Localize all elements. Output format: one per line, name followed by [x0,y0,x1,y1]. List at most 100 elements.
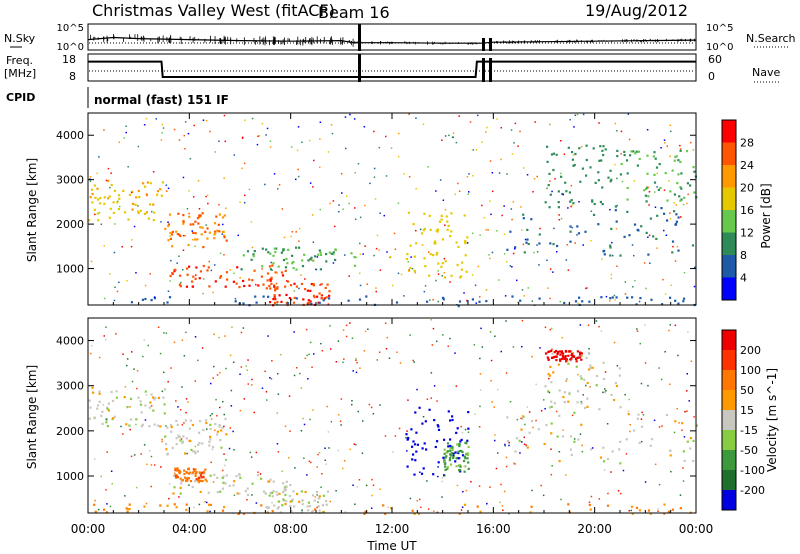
power-noise [176,262,178,264]
velocity-noise [163,332,165,334]
velocity-cell [189,471,192,474]
velocity-cell [177,469,180,472]
power-cell [281,274,285,277]
power-cell [643,189,646,192]
velocity-noise [337,340,340,342]
velocity-cell [178,472,181,475]
velocity-noise [211,413,213,415]
power-cell [527,242,530,246]
power-noise [512,252,515,255]
power-noise [553,227,555,230]
velocity-cell [405,433,408,436]
velocity-noise [299,372,301,375]
velocity-cell [276,493,279,496]
velocity-cell [443,462,447,466]
velocity-noise [145,394,148,396]
power-noise [269,146,272,148]
beam-title: Beam 16 [318,3,390,22]
velocity-noise [340,398,343,400]
velocity-cell [589,364,592,367]
velocity-cell [139,403,143,406]
power-cell [466,236,469,239]
velocity-cell [289,500,292,503]
power-cell [250,258,253,261]
velocity-noise [318,452,321,454]
velocity-cell [406,438,409,441]
velocity-noise [351,337,354,339]
velocity-cell [555,355,558,358]
power-cell [168,296,172,299]
velocity-cell [199,420,202,423]
velocity-cell [437,428,441,431]
velocity-noise [426,398,429,400]
power-noise [531,300,534,302]
power-cell [270,276,273,279]
velocity-ytick-label: 2000 [56,425,84,438]
velocity-noise [688,400,690,402]
power-cell [318,301,321,304]
power-noise [397,202,400,204]
power-cell [287,280,290,283]
power-noise [118,281,120,284]
velocity-cell [236,492,239,495]
power-cell [147,217,150,220]
velocity-cell [446,467,449,470]
freq-panel: Freq. [MHz] 18 8 60 0 Nave [4,53,780,83]
velocity-noise [543,399,545,401]
velocity-cell [179,470,182,473]
power-colorbar-tick: 8 [740,249,747,262]
power-cell [588,300,591,303]
velocity-noise [462,490,464,493]
power-cell [273,301,277,304]
power-cell [626,210,629,213]
power-cell [674,222,678,226]
power-cell [272,298,275,301]
velocity-noise [268,480,271,483]
velocity-noise [261,387,264,389]
velocity-noise [320,342,322,345]
velocity-noise [269,377,271,379]
velocity-cell [93,417,96,420]
velocity-noise [281,470,283,473]
power-noise [166,190,168,192]
power-cell [653,151,656,154]
power-cell [293,282,296,285]
velocity-noise [229,427,231,429]
velocity-noise [585,384,587,387]
power-cell [206,227,209,230]
velocity-cell [457,450,460,453]
power-cell [592,147,595,150]
power-cell [312,282,315,286]
power-cell [635,303,638,306]
velocity-cell [311,494,315,497]
power-noise [549,123,551,126]
power-noise [590,210,593,212]
velocity-colorbar-label: Velocity [m s^-1] [765,368,779,472]
velocity-noise [617,490,620,492]
velocity-noise [146,463,148,466]
velocity-cell [458,468,462,472]
power-cell [432,254,435,257]
velocity-noise [343,358,345,360]
power-colorbar-frame [721,119,737,301]
power-cell [191,285,194,288]
power-cell [438,220,442,223]
velocity-cell [219,439,222,442]
power-noise [620,153,622,155]
power-cell [626,172,629,175]
velocity-noise [433,510,435,512]
velocity-noise [664,351,666,353]
velocity-noise [337,449,340,452]
power-cell [525,241,528,244]
velocity-cell [144,404,147,407]
power-cell [282,259,286,262]
power-cell [309,300,312,303]
velocity-cell [126,406,129,409]
power-noise [316,256,319,258]
velocity-noise [239,409,242,412]
velocity-noise [679,494,682,496]
power-cell [647,253,650,256]
velocity-noise [150,455,153,458]
power-cell [522,217,525,220]
velocity-cell [580,402,583,405]
